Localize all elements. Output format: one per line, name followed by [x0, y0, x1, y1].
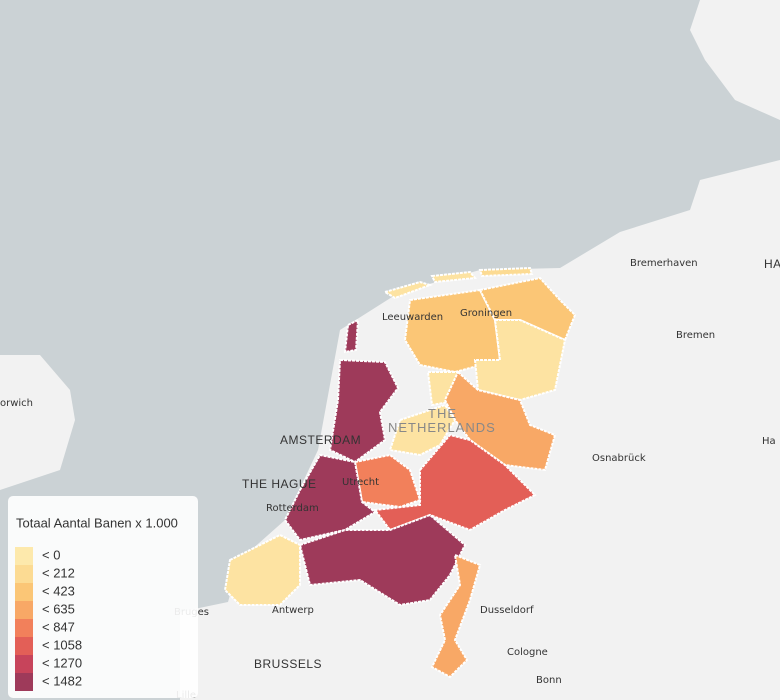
province	[283, 453, 377, 542]
place-label: THE HAGUE	[242, 477, 317, 491]
legend-swatch	[15, 619, 33, 637]
place-label: Bremerhaven	[630, 258, 698, 269]
legend-swatch	[15, 583, 33, 601]
legend-label: < 1270	[42, 655, 82, 670]
place-label: Rotterdam	[266, 503, 319, 514]
legend-swatch	[15, 637, 33, 655]
place-label: AMSTERDAM	[280, 433, 361, 447]
legend-swatch	[15, 673, 33, 691]
legend-label: < 1058	[42, 637, 82, 652]
wadden-island	[382, 280, 434, 300]
place-label: Bonn	[536, 675, 562, 686]
place-label: BRUSSELS	[254, 657, 322, 671]
provinces	[223, 266, 577, 679]
legend-box	[8, 496, 198, 698]
province	[298, 513, 467, 607]
legend-label: < 423	[42, 583, 75, 598]
legend-swatch	[15, 565, 33, 583]
province	[353, 453, 422, 509]
legend-label: < 0	[42, 547, 60, 562]
wadden-island	[430, 270, 477, 284]
legend-swatch	[15, 601, 33, 619]
province	[343, 318, 360, 354]
place-label: Cologne	[507, 647, 548, 658]
place-label: Ha	[762, 436, 776, 447]
place-label: Bremen	[676, 330, 715, 341]
place-label: orwich	[0, 398, 33, 409]
legend-swatch	[15, 655, 33, 673]
legend-swatch	[15, 547, 33, 565]
land	[690, 0, 780, 120]
legend-label: < 212	[42, 565, 75, 580]
place-label: Leeuwarden	[382, 312, 443, 323]
province	[430, 553, 482, 679]
legend-title: Totaal Aantal Banen x 1.000	[16, 515, 178, 530]
place-label: Antwerp	[272, 605, 314, 616]
country-label: NETHERLANDS	[388, 420, 496, 435]
legend-label: < 635	[42, 601, 75, 616]
province	[373, 433, 537, 532]
place-label: HA	[764, 257, 780, 271]
province	[443, 370, 557, 472]
place-label: Osnabrück	[592, 453, 646, 464]
place-labels: Bremerhaven HA Leeuwarden Groningen Brem…	[0, 257, 780, 700]
province	[328, 358, 400, 464]
country-label: THE	[428, 406, 457, 421]
province	[388, 403, 457, 457]
province	[223, 533, 301, 606]
legend-label: < 1482	[42, 673, 82, 688]
place-label: Groningen	[460, 308, 512, 319]
legend-label: < 847	[42, 619, 75, 634]
land	[0, 355, 75, 700]
place-label: Utrecht	[342, 477, 379, 488]
wadden-island	[478, 266, 534, 278]
place-label: Dusseldorf	[480, 605, 534, 616]
legend: Totaal Aantal Banen x 1.000 < 0 < 212 < 42…	[8, 496, 198, 698]
